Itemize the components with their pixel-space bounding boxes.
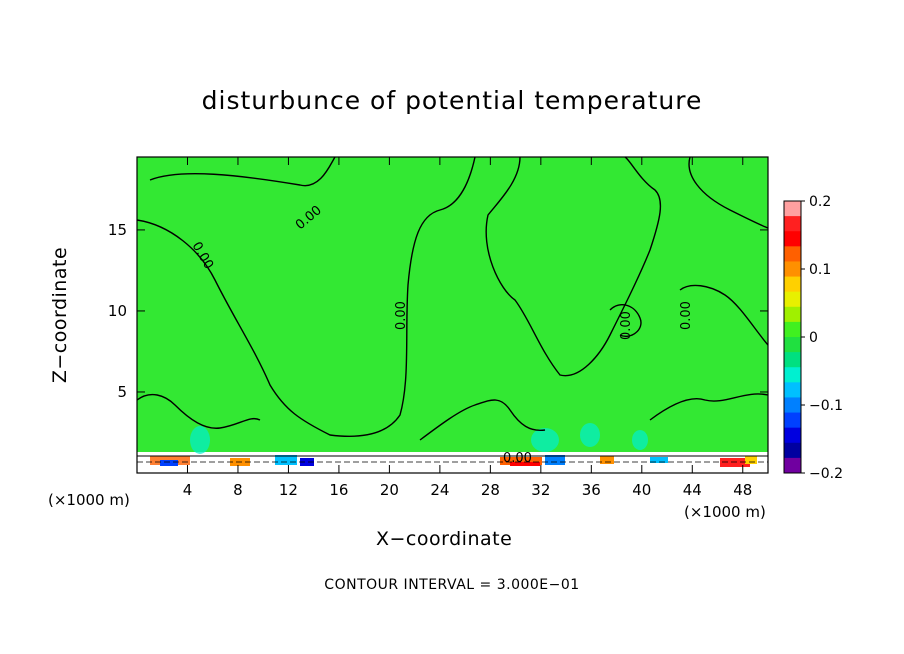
x-tick-label: 4 [183, 481, 193, 499]
colorbar-swatch [784, 457, 801, 474]
contour-label: 0.00 [679, 301, 694, 330]
colorbar-swatch [784, 337, 801, 353]
colorbar-swatch [784, 367, 801, 383]
colorbar-swatch [784, 397, 801, 414]
colorbar-tick-label: 0 [809, 330, 818, 346]
x-tick-label: 48 [733, 481, 752, 499]
colorbar-swatch [784, 201, 801, 217]
y-axis-label: Z−coordinate [49, 246, 71, 384]
x-tick-label: 32 [531, 481, 550, 499]
x-tick-label: 8 [233, 481, 243, 499]
colorbar-tick-label: 0.2 [809, 194, 831, 210]
x-tick-label: 20 [380, 481, 399, 499]
x-tick-label: 36 [582, 481, 601, 499]
x-tick-label: 24 [430, 481, 449, 499]
x-unit-label-right: (×1000 m) [684, 503, 766, 521]
contour-label: 0.00 [503, 451, 532, 466]
y-tick-label: 15 [108, 221, 127, 239]
colorbar-swatch [784, 291, 801, 308]
contour-interval-note: CONTOUR INTERVAL = 3.000E−01 [324, 577, 580, 593]
plot-frame [136, 156, 769, 474]
colorbar-swatch [784, 216, 801, 232]
x-tick-label: 16 [329, 481, 348, 499]
x-axis-label: X−coordinate [376, 528, 513, 550]
y-tick-label: 10 [108, 302, 127, 320]
colorbar-tick-label: −0.1 [809, 398, 843, 414]
colorbar-swatch [784, 321, 801, 338]
colorbar-ticks: 0.2 0.1 0 −0.1 −0.2 [801, 194, 843, 482]
colorbar-swatch [784, 427, 801, 444]
colorbar-swatch [784, 231, 801, 247]
colorbar-tick-label: −0.2 [809, 466, 843, 482]
colorbar-swatch [784, 276, 801, 293]
y-axis-ticks: 5 10 15 [108, 221, 768, 401]
y-tick-label: 5 [117, 383, 127, 401]
colorbar-swatch [784, 306, 801, 323]
colorbar-swatch [784, 382, 801, 398]
field-background [137, 157, 768, 473]
colorbar-tick-label: 0.1 [809, 262, 831, 278]
contour-label: 0.00 [619, 311, 634, 340]
colorbar-swatch [784, 412, 801, 429]
x-tick-label: 12 [279, 481, 298, 499]
x-tick-label: 40 [632, 481, 651, 499]
surface-disturbance-band [137, 452, 768, 473]
colorbar-swatch [784, 352, 801, 368]
chart-title: disturbunce of potential temperature [201, 86, 703, 115]
x-tick-label: 44 [683, 481, 702, 499]
contour-lines [136, 156, 769, 441]
colorbar-swatch [784, 261, 801, 278]
x-axis-ticks: 4 8 12 16 20 24 28 32 36 40 44 48 [183, 157, 752, 499]
x-unit-label-left: (×1000 m) [48, 491, 130, 509]
colorbar-swatch [784, 246, 801, 262]
contour-label: 0.00 [394, 301, 409, 330]
colorbar [784, 201, 801, 474]
negative-anomaly-patches [190, 423, 648, 454]
colorbar-swatch [784, 442, 801, 459]
x-tick-label: 28 [481, 481, 500, 499]
